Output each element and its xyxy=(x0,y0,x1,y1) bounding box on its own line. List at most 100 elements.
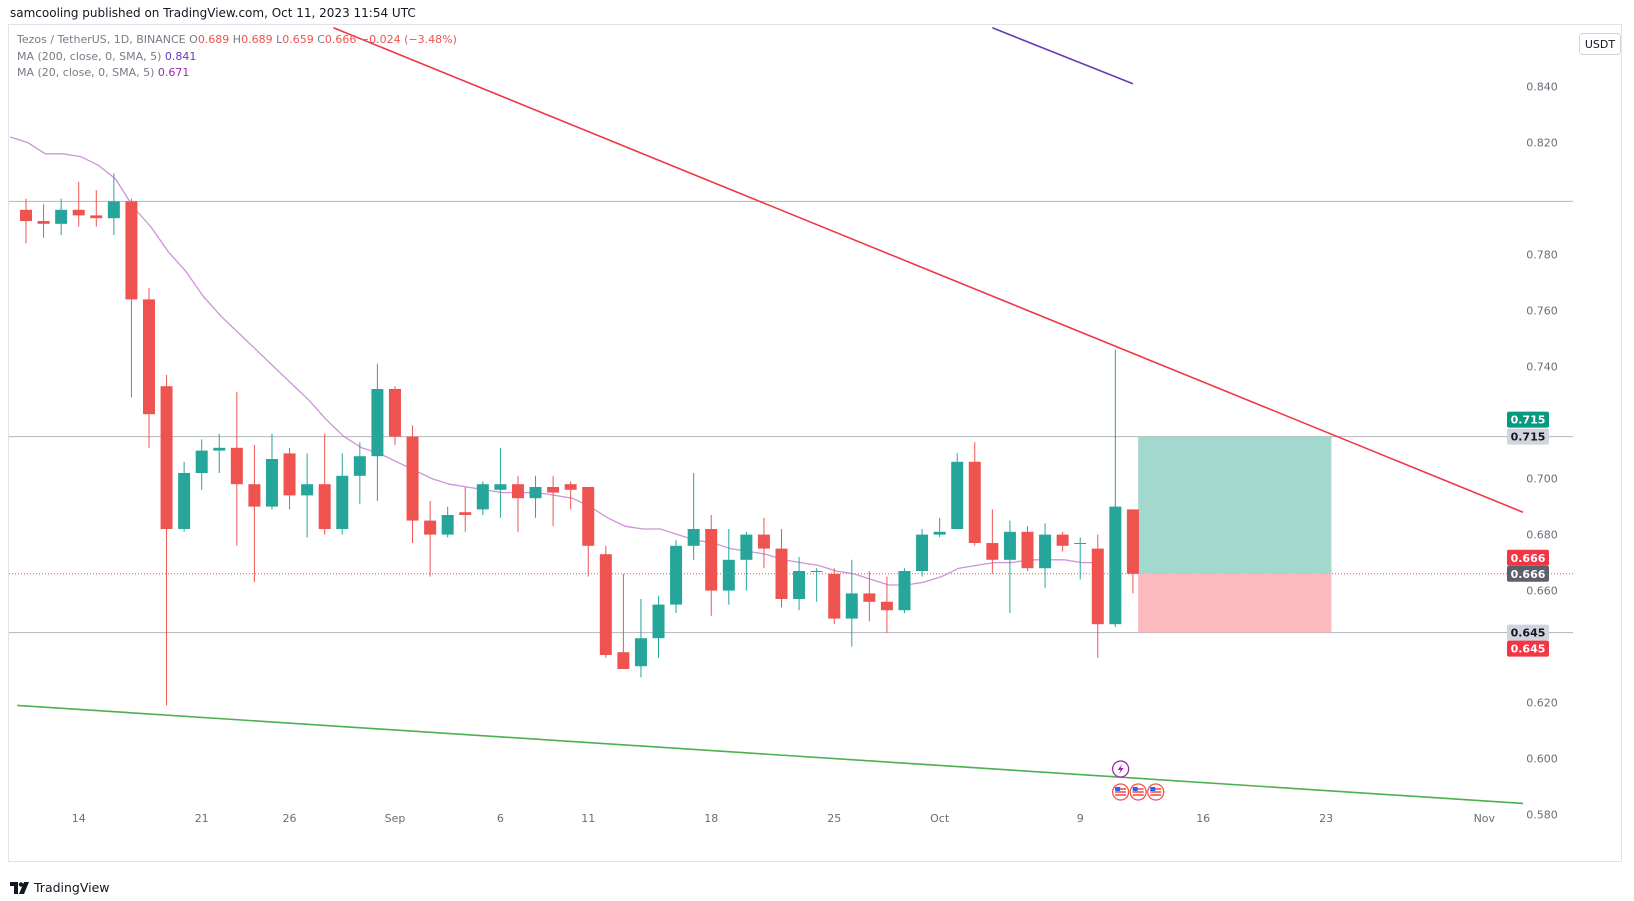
candle-body xyxy=(72,209,85,216)
candle-body xyxy=(986,543,999,560)
price-label-level: 0.645 xyxy=(1507,624,1549,641)
candle-body xyxy=(441,515,454,535)
y-axis-tick-label: 0.700 xyxy=(1526,473,1558,486)
tradingview-logo[interactable]: TradingView xyxy=(10,880,110,895)
candle xyxy=(388,386,401,445)
candle xyxy=(20,198,32,244)
x-axis-tick-label: 26 xyxy=(283,812,297,825)
candle xyxy=(705,515,718,616)
stop-loss-zone xyxy=(1138,573,1332,633)
us-flag-icon[interactable] xyxy=(1147,783,1165,801)
x-axis-tick-label: 23 xyxy=(1319,812,1333,825)
ma200-legend: MA (200, close, 0, SMA, 5) 0.841 xyxy=(17,49,457,66)
ma200-line xyxy=(992,27,1134,85)
candle xyxy=(1074,537,1087,580)
candle xyxy=(230,391,243,546)
candle xyxy=(793,557,806,611)
y-axis-tick-label: 0.760 xyxy=(1526,305,1558,318)
candle-body xyxy=(406,436,419,521)
candle-body xyxy=(793,571,806,599)
price-label-box xyxy=(1507,411,1549,428)
candle xyxy=(968,442,981,546)
candle-body xyxy=(371,389,384,457)
candle xyxy=(810,568,823,602)
candle-body xyxy=(230,447,243,485)
lightning-icon[interactable] xyxy=(1111,760,1130,778)
candle-body xyxy=(248,484,261,507)
y-axis-tick-label: 0.680 xyxy=(1526,529,1558,542)
y-axis-tick-label: 0.740 xyxy=(1526,361,1558,374)
candle-body xyxy=(687,529,700,546)
candle xyxy=(107,173,120,235)
candle-body xyxy=(178,473,191,529)
candle xyxy=(283,447,296,510)
x-axis-tick-label: 25 xyxy=(827,812,841,825)
candle xyxy=(933,517,946,538)
ma20-legend: MA (20, close, 0, SMA, 5) 0.671 xyxy=(17,65,457,82)
candle-body xyxy=(740,534,753,560)
us-flag-icon-stripe xyxy=(1115,788,1127,790)
price-change: −0.024 (−3.48%) xyxy=(359,33,457,46)
candle xyxy=(160,375,173,706)
us-flag-icon-stripe xyxy=(1115,794,1127,796)
price-label-box xyxy=(1507,549,1549,566)
ohlc-key-l: L xyxy=(272,33,283,46)
us-flag-icon-stripe xyxy=(1150,788,1162,790)
candle-body xyxy=(195,450,208,473)
candle-body xyxy=(933,531,946,535)
candle xyxy=(529,475,542,518)
ohlc-value-o: 0.689 xyxy=(197,33,230,46)
candle xyxy=(617,573,630,669)
us-flag-icon-canton xyxy=(1150,787,1156,791)
ohlc-values: O0.689 H0.689 L0.659 C0.666 xyxy=(189,33,356,46)
symbol-line: Tezos / TetherUS, 1D, BINANCE O0.689 H0.… xyxy=(17,32,457,49)
ma200-value: 0.841 xyxy=(164,49,197,63)
candle xyxy=(441,506,454,538)
candle xyxy=(599,545,612,658)
candle-body xyxy=(265,459,278,507)
lightning-icon-bolt xyxy=(1117,764,1124,774)
candle-body xyxy=(1126,509,1139,574)
price-label-text: 0.645 xyxy=(1511,643,1546,656)
candle xyxy=(547,475,560,527)
candle-body xyxy=(810,571,823,572)
candle xyxy=(265,433,278,510)
candle-body xyxy=(213,447,226,451)
candle-body xyxy=(336,475,349,529)
candle-body xyxy=(1056,534,1069,546)
candle xyxy=(670,540,683,613)
price-label-text: 0.715 xyxy=(1511,414,1546,427)
y-axis-tick-label: 0.600 xyxy=(1526,753,1558,766)
candle-body xyxy=(757,534,770,549)
price-label-box xyxy=(1507,640,1549,657)
ma20-value: 0.671 xyxy=(157,66,190,79)
price-label-box xyxy=(1507,428,1549,445)
candle xyxy=(828,568,841,625)
candle xyxy=(1091,534,1104,658)
y-axis-tick-label: 0.620 xyxy=(1526,697,1558,710)
candle-body xyxy=(599,554,612,655)
candle-body xyxy=(476,484,489,510)
resistance-trendline xyxy=(333,27,1524,513)
candle xyxy=(986,509,999,574)
candle-body xyxy=(775,548,788,599)
candle xyxy=(1126,509,1139,594)
us-flag-icon[interactable] xyxy=(1129,783,1147,801)
us-flag-icon[interactable] xyxy=(1111,783,1130,801)
candle xyxy=(1056,531,1069,552)
candle-body xyxy=(37,221,50,224)
currency-button[interactable]: USDT xyxy=(1579,33,1621,55)
candle-body xyxy=(582,487,595,546)
x-axis-tick-label: 16 xyxy=(1196,812,1210,825)
candle xyxy=(494,447,507,518)
candle-body xyxy=(547,487,560,493)
candle xyxy=(301,453,314,538)
candle xyxy=(1003,520,1016,613)
candle-body xyxy=(617,652,630,669)
us-flag-icon-stripe xyxy=(1115,791,1127,793)
candle xyxy=(72,181,85,227)
y-axis-tick-label: 0.580 xyxy=(1526,809,1558,822)
ohlc-value-c: 0.666 xyxy=(324,33,357,46)
y-axis-tick-label: 0.840 xyxy=(1526,81,1558,94)
